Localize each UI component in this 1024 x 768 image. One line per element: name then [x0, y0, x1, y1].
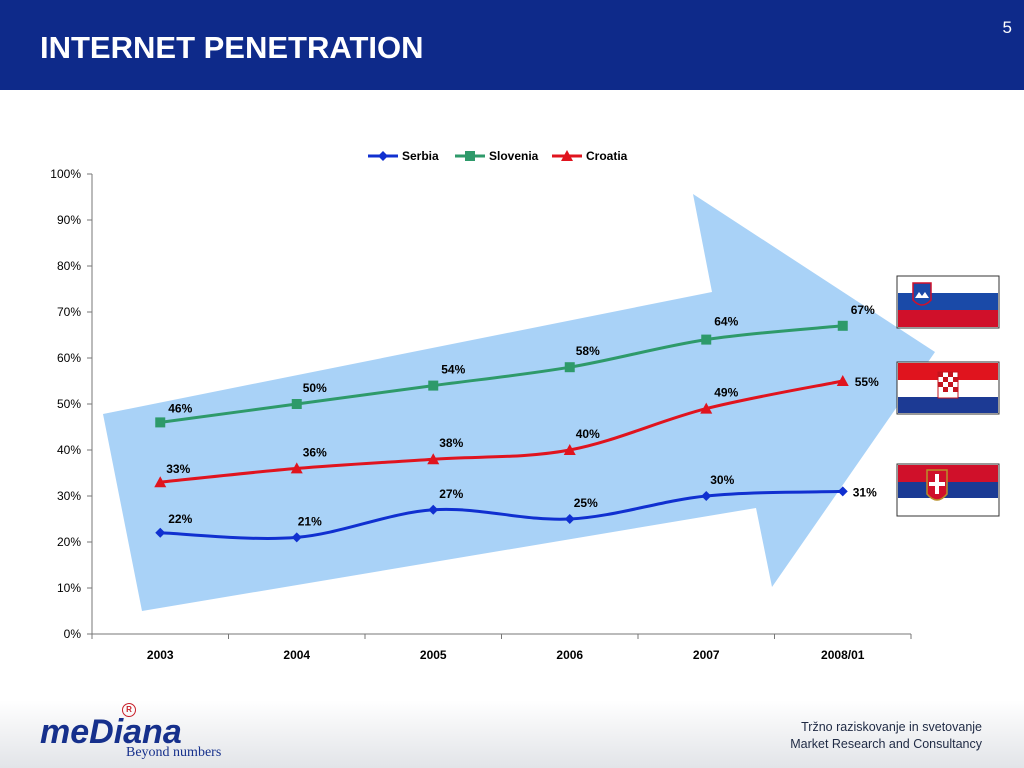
y-tick-label: 10% [57, 581, 81, 595]
slovenia-flag [896, 275, 1000, 329]
serbia-data-label: 25% [574, 496, 598, 510]
y-axis-ticks: 0% 10% 20% 30% 40% 50% 60% 70% 80% 90% 100% [50, 167, 92, 641]
x-tick-label: 2008/01 [821, 648, 865, 662]
croatia-marker [154, 476, 167, 488]
slovenia-line [160, 324, 843, 424]
legend-croatia-marker [561, 150, 573, 161]
slovenia-marker [291, 399, 302, 409]
serbia-data-label: 31% [853, 485, 877, 499]
y-tick-label: 90% [57, 213, 81, 227]
croatia-data-label: 40% [576, 427, 600, 441]
serbia-marker [291, 532, 302, 543]
croatia-data-label: 38% [439, 436, 463, 450]
serbia-marker [701, 491, 712, 501]
company-description-slovenian: Tržno raziskovanje in svetovanje [801, 720, 982, 734]
croatia-marker [563, 444, 576, 455]
legend: Serbia Slovenia Croatia [368, 149, 628, 163]
x-tick-label: 2007 [693, 648, 720, 662]
croatia-flag [896, 361, 1000, 415]
mediana-logo: meDiana R Beyond numbers [40, 703, 240, 765]
y-tick-label: 40% [57, 443, 81, 457]
y-tick-label: 100% [50, 167, 81, 181]
croatia-data-label: 36% [303, 445, 327, 459]
y-tick-label: 0% [64, 627, 82, 641]
serbia-line [160, 489, 843, 540]
slovenia-data-label: 64% [714, 315, 738, 329]
header-bar: INTERNET PENETRATION 5 [0, 0, 1024, 90]
footer-bar [0, 700, 1024, 768]
slovenia-data-label: 54% [441, 363, 465, 377]
legend-croatia-label: Croatia [586, 149, 628, 163]
croatia-data-label: 33% [166, 462, 190, 476]
slovenia-data-label: 67% [851, 303, 875, 317]
slide-number: 5 [1002, 18, 1012, 37]
logo-wordmark: meDiana [40, 713, 182, 751]
croatia-data-label: 55% [855, 375, 879, 389]
serbia-marker [428, 504, 439, 515]
legend-slovenia-marker [465, 151, 475, 161]
serbia-marker [155, 527, 166, 538]
y-tick-label: 70% [57, 305, 81, 319]
y-tick-label: 20% [57, 535, 81, 549]
x-tick-label: 2004 [283, 648, 310, 662]
legend-serbia-marker [378, 151, 388, 161]
legend-slovenia-label: Slovenia [489, 149, 539, 163]
slovenia-marker [837, 320, 848, 331]
slovenia-marker [428, 380, 439, 391]
croatia-marker [290, 462, 303, 474]
slide-title: INTERNET PENETRATION [40, 30, 424, 65]
series-serbia: 22% 21% 27% 25% 30% 31% [155, 473, 877, 543]
serbia-marker [837, 486, 848, 497]
serbia-data-label: 21% [298, 514, 322, 528]
legend-serbia-label: Serbia [402, 149, 439, 163]
slovenia-data-label: 50% [303, 381, 327, 395]
slovenia-marker [155, 417, 166, 428]
slovenia-marker [564, 362, 575, 373]
registered-mark: R [122, 703, 136, 717]
slovenia-data-label: 46% [168, 401, 192, 415]
serbia-flag [896, 463, 1000, 517]
croatia-marker [700, 402, 713, 414]
company-description-english: Market Research and Consultancy [790, 737, 982, 751]
y-tick-label: 80% [57, 259, 81, 273]
line-chart: 0%10%20%30%40%50%60%70%80%90%100% 2003 20… [50, 149, 1000, 662]
serbia-data-label: 22% [168, 512, 192, 526]
x-axis-ticks: 2003 2004 2005 2006 2007 2008/01 [91, 634, 912, 662]
x-tick-label: 2003 [147, 648, 174, 662]
croatia-marker [427, 453, 440, 465]
y-tick-label: 60% [57, 351, 81, 365]
logo-tagline: Beyond numbers [126, 745, 222, 760]
croatia-line [160, 379, 844, 484]
slovenia-data-label: 58% [576, 344, 600, 358]
serbia-data-label: 30% [710, 473, 734, 487]
slovenia-marker [701, 334, 712, 345]
x-tick-label: 2006 [556, 648, 583, 662]
series-slovenia: 46% 50% 54% 58% 64% 67% [155, 303, 875, 428]
croatia-marker [836, 375, 849, 386]
series-layer: 22% 21%27%25%30%31%46%50%54%58%64%67%33%3… [154, 303, 879, 543]
serbia-data-label: 27% [439, 487, 463, 501]
croatia-data-label: 49% [714, 386, 738, 400]
serbia-marker [564, 514, 575, 524]
series-croatia: 33% 36% 38% 40% 49% 55% [154, 375, 879, 488]
y-tick-label: 30% [57, 489, 81, 503]
y-tick-label: 50% [57, 397, 81, 411]
x-tick-label: 2005 [420, 648, 447, 662]
background-arrow [103, 194, 935, 611]
